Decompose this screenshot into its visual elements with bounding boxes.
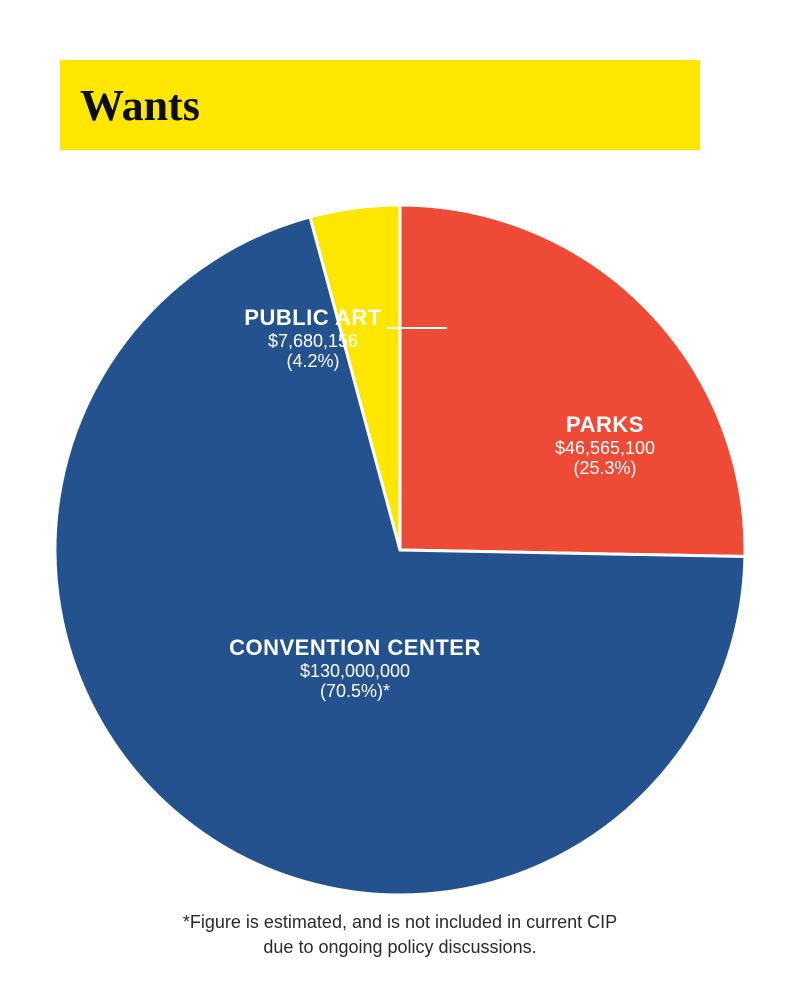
chart-footnote: *Figure is estimated, and is not include… bbox=[0, 910, 800, 960]
footnote-line-1: *Figure is estimated, and is not include… bbox=[183, 912, 617, 932]
title-bar: Wants bbox=[60, 60, 700, 150]
pie-svg: PUBLIC ART$7,680,156(4.2%)PARKS$46,565,1… bbox=[50, 200, 750, 900]
page-title: Wants bbox=[80, 80, 200, 131]
pie-slice-parks bbox=[400, 205, 745, 557]
wants-pie-chart: PUBLIC ART$7,680,156(4.2%)PARKS$46,565,1… bbox=[50, 200, 750, 900]
page-root: Wants PUBLIC ART$7,680,156(4.2%)PARKS$46… bbox=[0, 0, 800, 1000]
footnote-line-2: due to ongoing policy discussions. bbox=[263, 937, 536, 957]
